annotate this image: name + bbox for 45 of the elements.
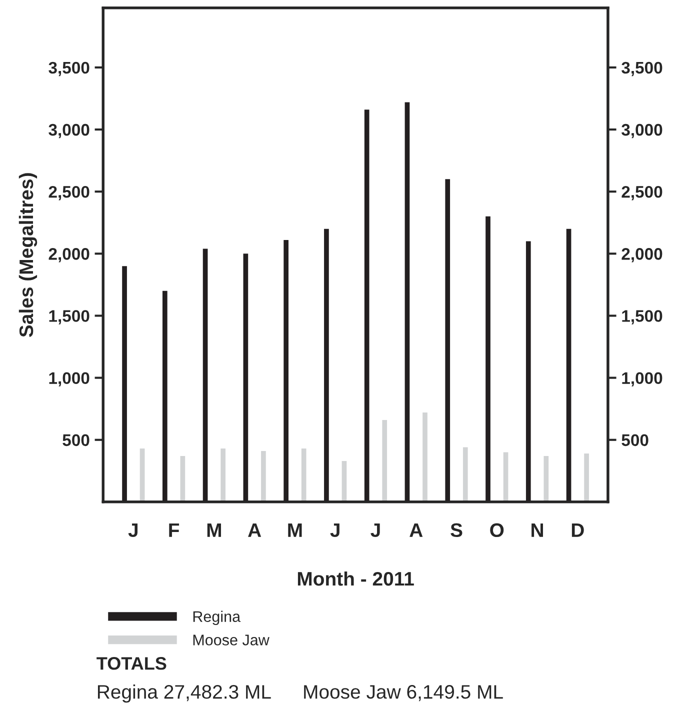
- bar: [422, 412, 428, 502]
- y-tick-label: 2,000: [48, 248, 90, 262]
- bar: [342, 460, 347, 502]
- legend-label: Regina: [193, 610, 241, 626]
- bar: [584, 454, 589, 502]
- bar: [140, 448, 145, 502]
- y-tick-label: 3,000: [48, 124, 90, 138]
- y2-tick-label: 1,000: [622, 372, 662, 386]
- x-tick-label: O: [490, 523, 504, 538]
- x-tick-label: J: [370, 523, 380, 538]
- x-axis-title: Month - 2011: [298, 571, 414, 586]
- y2-tick-label: 500: [622, 434, 648, 446]
- x-tick-label: M: [207, 523, 221, 537]
- x-tick-label: A: [248, 523, 262, 537]
- bar: [261, 451, 266, 502]
- x-tick-label: A: [410, 523, 423, 537]
- x-tick-label: D: [572, 523, 584, 537]
- x-tick-label: F: [169, 523, 180, 537]
- y2-tick-label: 1,500: [622, 310, 662, 324]
- y-axis-title: Sales (Megalitres): [18, 173, 38, 338]
- bar: [220, 448, 226, 502]
- y2-tick-label: 3,000: [622, 124, 662, 138]
- x-tick-label: N: [532, 523, 543, 537]
- y-tick-label: 2,500: [48, 186, 90, 200]
- y2-tick-label: 3,500: [622, 62, 662, 76]
- bar: [462, 447, 468, 502]
- bar: [301, 448, 306, 502]
- x-tick-label: M: [288, 523, 302, 537]
- bar: [544, 456, 549, 502]
- legend-label: Moose Jaw: [193, 634, 270, 646]
- text: Moose Jaw 6,149.5 ML: [304, 685, 503, 702]
- bar: [180, 456, 186, 502]
- x-tick-label: J: [128, 523, 138, 538]
- bar: [503, 452, 508, 502]
- y-tick-label: 3,500: [48, 62, 90, 76]
- y2-tick-label: 2,000: [622, 248, 662, 262]
- y-tick-label: 1,000: [49, 372, 90, 386]
- x-tick-label: S: [450, 523, 462, 538]
- text: Regina 27,482.3 ML: [98, 684, 271, 703]
- text: TOTALS: [96, 657, 166, 670]
- x-tick-label: J: [330, 523, 340, 538]
- bar: [382, 420, 388, 502]
- y-tick-label: 500: [62, 434, 90, 446]
- y-tick-label: 1,500: [49, 310, 90, 324]
- y2-tick-label: 2,500: [622, 186, 662, 200]
